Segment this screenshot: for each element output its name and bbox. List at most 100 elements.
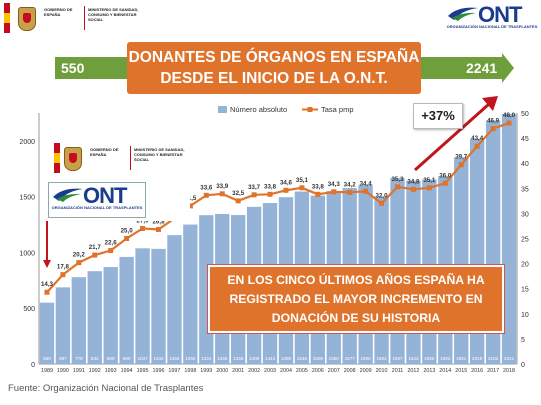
bar-value-label: 832 [91, 356, 99, 361]
logo-card: GOBIERNO DE ESPAÑA MINISTERIO DE SANIDAD… [40, 113, 190, 221]
bar [454, 157, 469, 364]
rate-point [156, 226, 161, 232]
rate-point [140, 225, 146, 231]
bar [103, 267, 118, 364]
rate-point [235, 198, 241, 204]
rate-value-label: 39,7 [455, 154, 468, 161]
rate-point [124, 236, 130, 241]
x-tick-label: 2005 [296, 368, 308, 374]
bar-value-label: 1250 [185, 356, 196, 361]
ont-logo: ONT ORGANIZACIÓN NACIONAL DE TRASPLANTES [51, 183, 143, 215]
rate-point [44, 289, 50, 295]
x-tick-label: 2006 [312, 368, 324, 374]
rate-point [347, 189, 353, 195]
x-tick-label: 1995 [137, 368, 149, 374]
bar-value-label: 1335 [233, 356, 244, 361]
bar-value-label: 1667 [392, 356, 403, 361]
up-arrow-shaft [414, 102, 490, 172]
bar-value-label: 778 [75, 356, 83, 361]
spain-flag-icon [4, 3, 10, 33]
rate-value-label: 34,4 [360, 180, 373, 187]
bar-value-label: 1495 [281, 356, 292, 361]
x-tick-label: 1990 [57, 368, 69, 374]
rate-value-label: 33,8 [312, 183, 325, 190]
x-tick-label: 2014 [439, 368, 451, 374]
ministry-label: MINISTERIO DE SANIDAD, CONSUMO Y BIENEST… [134, 147, 185, 162]
rate-value-label: 35,3 [391, 176, 404, 183]
bar-value-label: 2241 [504, 356, 515, 361]
ont-name: ONT [478, 2, 522, 27]
x-tick-label: 2010 [376, 368, 388, 374]
gobierno-logo-card: GOBIERNO DE ESPAÑA MINISTERIO DE SANIDAD… [54, 143, 190, 173]
rate-value-label: 22,6 [105, 240, 118, 247]
rate-value-label: 17,8 [57, 264, 70, 271]
rate-point [251, 192, 257, 198]
rate-value-label: 25,0 [121, 228, 134, 235]
rate-value-label: 35,1 [296, 177, 309, 184]
ont-swoosh-icon [448, 7, 478, 21]
bar-value-label: 2019 [472, 356, 483, 361]
x-tick-label: 2001 [232, 368, 244, 374]
rate-point [379, 200, 385, 206]
y-right-tick-label: 45 [521, 136, 529, 143]
x-tick-label: 2013 [423, 368, 435, 374]
bar-value-label: 1682 [440, 356, 451, 361]
bar-value-label: 1345 [217, 356, 228, 361]
rate-value-label: 43,4 [471, 135, 484, 142]
start-value: 550 [61, 60, 85, 76]
ministry-label: MINISTERIO DE SANIDAD, CONSUMO Y BIENEST… [88, 7, 139, 22]
rate-point [203, 192, 209, 198]
legend-swatch-bars [218, 106, 227, 113]
rate-value-label: 33,7 [248, 184, 261, 191]
legend-label-bars: Número absoluto [230, 105, 287, 114]
spain-flag-icon [54, 143, 60, 173]
rate-point [363, 188, 369, 194]
rate-point [108, 248, 114, 254]
bar-value-label: 1409 [249, 356, 260, 361]
rate-value-label: 33,9 [216, 183, 229, 190]
rate-value-label: 34,3 [328, 181, 341, 188]
rate-point [92, 252, 98, 258]
y-right-tick-label: 10 [521, 312, 529, 319]
legend-swatch-rate [307, 107, 313, 112]
y-right-tick-label: 15 [521, 287, 529, 294]
rate-value-label: 33,6 [200, 184, 213, 191]
x-tick-label: 2000 [216, 368, 228, 374]
y-right-tick-label: 5 [521, 337, 525, 344]
gobierno-label: GOBIERNO DE ESPAÑA [44, 7, 73, 17]
bar [55, 287, 71, 364]
bar [183, 224, 198, 364]
bar-value-label: 1577 [345, 356, 356, 361]
message-line-1: EN LOS CINCO ÚLTIMOS AÑOS ESPAÑA HA [227, 272, 485, 287]
y-left-tick-label: 1500 [19, 195, 35, 202]
rate-value-label: 21,7 [89, 244, 102, 251]
y-right-tick-label: 20 [521, 262, 529, 269]
legend-label-rate: Tasa pmp [321, 105, 354, 114]
bar [167, 235, 182, 364]
down-arrow-head-icon [43, 260, 51, 268]
end-value: 2241 [466, 60, 498, 76]
rate-value-label: 35,1 [423, 177, 436, 184]
bar-value-label: 550 [43, 356, 51, 361]
title-line-2: DESDE EL INICIO DE LA O.N.T. [160, 70, 388, 87]
page-title: DONANTES DE ÓRGANOS EN ESPAÑA DESDE EL I… [127, 42, 421, 94]
x-tick-label: 2015 [455, 368, 467, 374]
ont-subtitle: ORGANIZACIÓN NACIONAL DE TRASPLANTES [446, 24, 538, 29]
rate-point [267, 191, 273, 197]
x-tick-label: 1989 [41, 368, 53, 374]
x-tick-label: 2002 [248, 368, 260, 374]
rate-value-label: 14,3 [41, 281, 54, 288]
ont-logo-card: ONT ORGANIZACIÓN NACIONAL DE TRASPLANTES [48, 182, 146, 218]
bar-value-label: 869 [107, 356, 115, 361]
highlight-message: EN LOS CINCO ÚLTIMOS AÑOS ESPAÑA HA REGI… [208, 265, 504, 333]
x-tick-label: 2017 [487, 368, 499, 374]
coat-of-arms-icon [18, 7, 36, 31]
bar-value-label: 1155 [169, 356, 179, 361]
x-tick-label: 2003 [264, 368, 276, 374]
x-tick-label: 1993 [105, 368, 117, 374]
x-tick-label: 2007 [328, 368, 340, 374]
rate-value-label: 46,9 [487, 118, 500, 125]
bar-value-label: 1655 [424, 356, 435, 361]
y-left-tick-label: 2000 [19, 139, 35, 146]
rate-point [315, 191, 321, 197]
